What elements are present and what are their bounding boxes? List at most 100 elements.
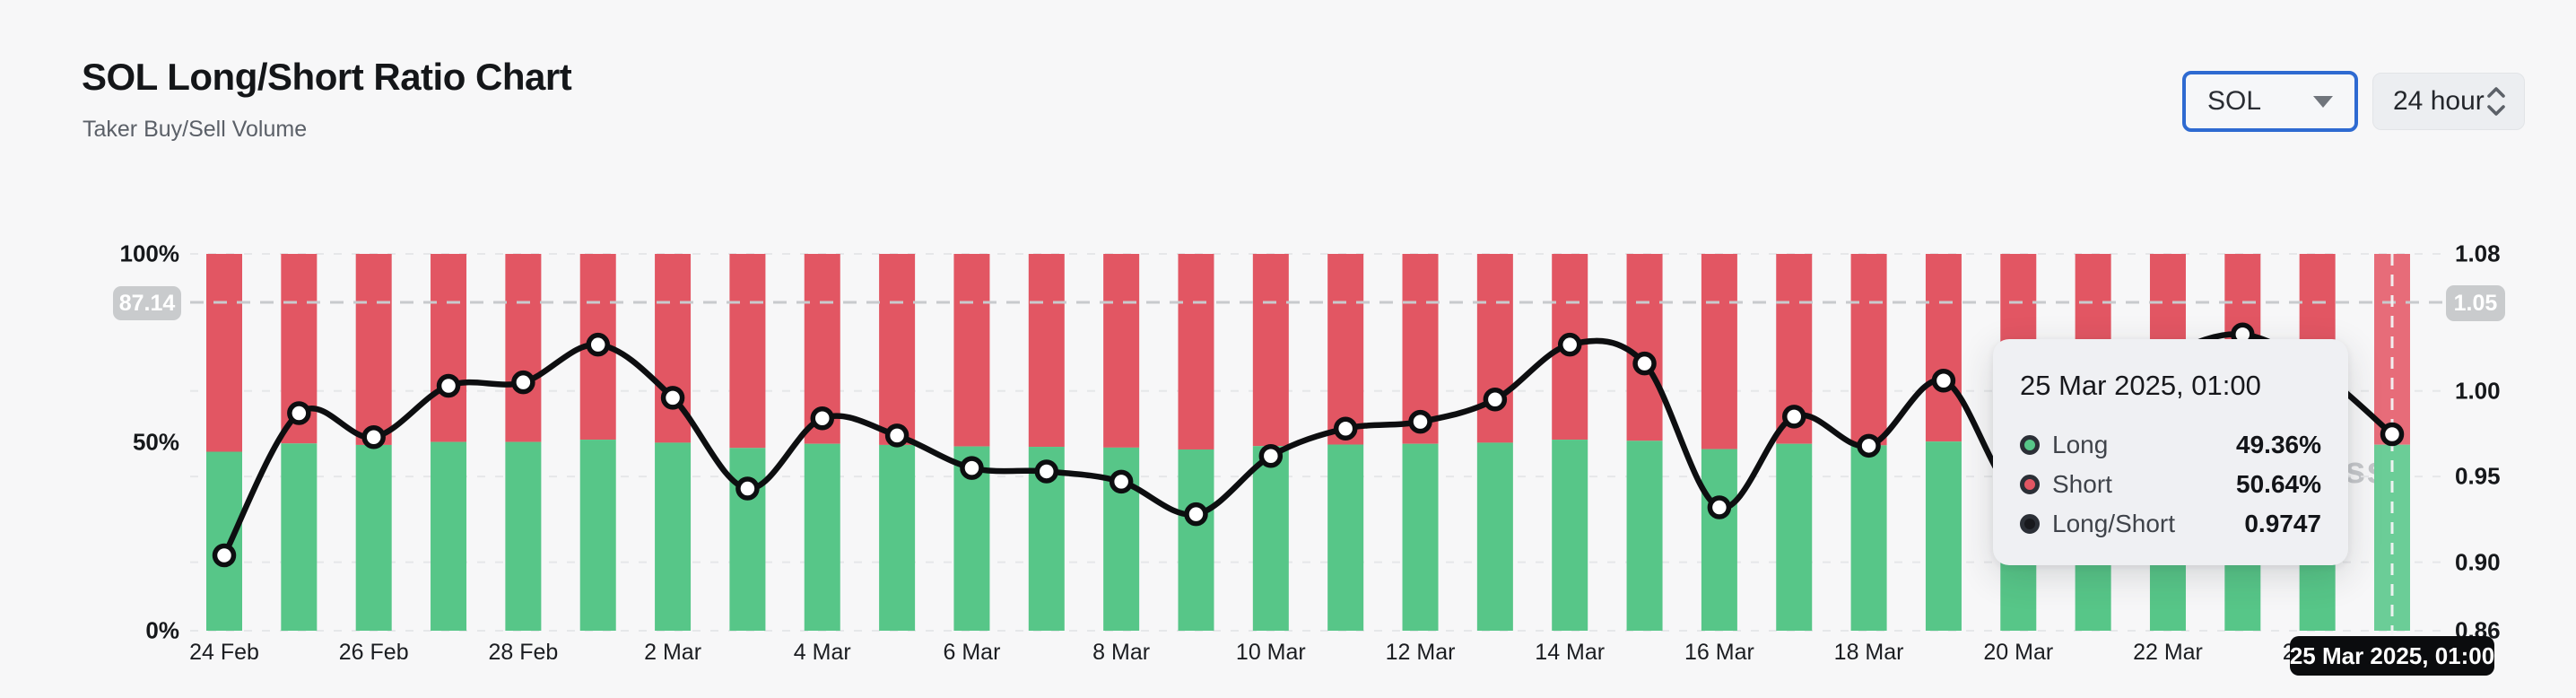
page-title: SOL Long/Short Ratio Chart [82, 56, 572, 98]
symbol-select[interactable]: SOL [2182, 71, 2358, 132]
ratio-point[interactable] [1931, 369, 1956, 393]
ratio-point[interactable] [660, 386, 685, 410]
ratio-point[interactable] [1857, 433, 1881, 458]
long-bar-segment[interactable] [1327, 444, 1364, 631]
tooltip-row-short: Short 50.64% [2020, 465, 2321, 504]
y-axis-right-label: 0.90 [2455, 548, 2501, 576]
x-axis-label: 12 Mar [1385, 640, 1456, 665]
y-axis-right-label: 1.00 [2455, 377, 2501, 405]
ratio-point[interactable] [1034, 459, 1059, 484]
ratio-point[interactable] [884, 423, 909, 448]
ratio-point[interactable] [1483, 388, 1508, 412]
crosshair-percent-badge: 87.14 [113, 286, 181, 320]
tooltip-row-label: Short [2052, 470, 2112, 498]
y-axis-right-label: 0.95 [2455, 462, 2501, 490]
caret-down-icon [2313, 95, 2333, 108]
long-bar-segment[interactable] [1925, 441, 1962, 631]
x-axis-label: 22 Mar [2133, 640, 2203, 665]
ratio-point[interactable] [1632, 351, 1657, 376]
long-bar-segment[interactable] [804, 443, 840, 631]
short-bar-segment[interactable] [206, 254, 242, 452]
long-bar-segment[interactable] [355, 444, 392, 631]
tooltip-row-ratio: Long/Short 0.9747 [2020, 504, 2321, 544]
long-bar-segment[interactable] [1701, 449, 1737, 631]
short-bar-segment[interactable] [879, 254, 916, 445]
x-axis-label: 10 Mar [1235, 640, 1306, 665]
tooltip-row-value: 0.9747 [2244, 510, 2321, 537]
long-bar-segment[interactable] [206, 451, 242, 632]
x-axis-label: 26 Feb [338, 640, 409, 665]
short-bar-segment[interactable] [729, 254, 766, 449]
x-axis-label: 14 Mar [1535, 640, 1606, 665]
y-axis-right-label: 1.08 [2455, 240, 2501, 267]
ratio-point[interactable] [1408, 409, 1432, 434]
x-axis-label: 16 Mar [1684, 640, 1754, 665]
long-bar-segment[interactable] [1402, 443, 1439, 631]
ratio-point[interactable] [586, 332, 610, 357]
x-axis-label: 8 Mar [1092, 640, 1151, 665]
short-bar-segment[interactable] [953, 254, 990, 447]
long-bar-segment[interactable] [1850, 445, 1887, 631]
ratio-point[interactable] [1333, 416, 1358, 441]
ratio-point[interactable] [1707, 495, 1732, 519]
crosshair-date-badge: 25 Mar 2025, 01:00 [2290, 636, 2494, 676]
ratio-point[interactable] [1184, 502, 1208, 527]
long-bar-segment[interactable] [1476, 442, 1513, 631]
short-bar-segment[interactable] [1178, 254, 1214, 449]
tooltip-title: 25 Mar 2025, 01:00 [2020, 370, 2261, 401]
ratio-point[interactable] [735, 476, 760, 501]
long-bar-segment[interactable] [729, 448, 766, 631]
y-axis-left-label: 100% [119, 240, 180, 267]
ratio-point[interactable] [810, 406, 835, 431]
long-bar-segment[interactable] [579, 440, 616, 631]
short-bar-segment[interactable] [1626, 254, 1663, 441]
short-bar-segment[interactable] [1327, 254, 1364, 445]
ratio-point[interactable] [436, 373, 461, 398]
long-bar-segment[interactable] [1626, 441, 1663, 631]
x-axis-label: 4 Mar [793, 640, 851, 665]
long-bar-segment[interactable] [431, 441, 467, 631]
ratio-point[interactable] [960, 456, 984, 480]
short-bar-segment[interactable] [355, 254, 392, 445]
ratio-point[interactable] [1109, 469, 1134, 494]
chevron-updown-icon [2487, 87, 2505, 116]
long-bar-segment[interactable] [2374, 444, 2411, 631]
long-bar-segment[interactable] [1178, 449, 1214, 631]
x-axis-label: 6 Mar [943, 640, 1001, 665]
short-marker-icon [2020, 475, 2040, 494]
short-bar-segment[interactable] [1850, 254, 1887, 446]
ratio-point[interactable] [361, 425, 386, 449]
symbol-select-value: SOL [2207, 86, 2262, 116]
tooltip-row-label: Long/Short [2052, 510, 2175, 537]
tooltip-row-label: Long [2052, 431, 2109, 458]
ratio-point[interactable] [1557, 332, 1582, 357]
interval-select[interactable]: 24 hour [2372, 73, 2525, 130]
short-bar-segment[interactable] [1252, 254, 1289, 447]
long-bar-segment[interactable] [655, 442, 692, 631]
x-axis-label: 20 Mar [1983, 640, 2054, 665]
ratio-point[interactable] [2380, 422, 2405, 447]
ratio-point[interactable] [511, 370, 535, 395]
short-bar-segment[interactable] [1028, 254, 1065, 448]
long-bar-segment[interactable] [1252, 446, 1289, 631]
long-bar-segment[interactable] [1776, 443, 1813, 631]
short-bar-segment[interactable] [1925, 254, 1962, 442]
ratio-line-points[interactable] [212, 322, 2405, 568]
tooltip-row-long: Long 49.36% [2020, 425, 2321, 465]
short-bar-segment[interactable] [1476, 254, 1513, 443]
x-axis-label: 2 Mar [644, 640, 702, 665]
long-bar-segment[interactable] [879, 444, 916, 631]
ratio-point[interactable] [1258, 444, 1284, 468]
short-bar-segment[interactable] [1701, 254, 1737, 449]
ratio-point[interactable] [212, 543, 237, 568]
long-bar-segment[interactable] [1552, 440, 1588, 631]
long-short-marker-icon [2020, 514, 2040, 534]
short-bar-segment[interactable] [1103, 254, 1140, 448]
ratio-point[interactable] [1781, 405, 1806, 429]
short-bar-segment[interactable] [505, 254, 542, 442]
tooltip: 25 Mar 2025, 01:00 Long 49.36% Short 50.… [1993, 339, 2348, 565]
long-bar-segment[interactable] [281, 443, 318, 631]
ratio-point[interactable] [287, 401, 311, 425]
short-bar-segment[interactable] [431, 254, 467, 442]
long-bar-segment[interactable] [505, 441, 542, 631]
